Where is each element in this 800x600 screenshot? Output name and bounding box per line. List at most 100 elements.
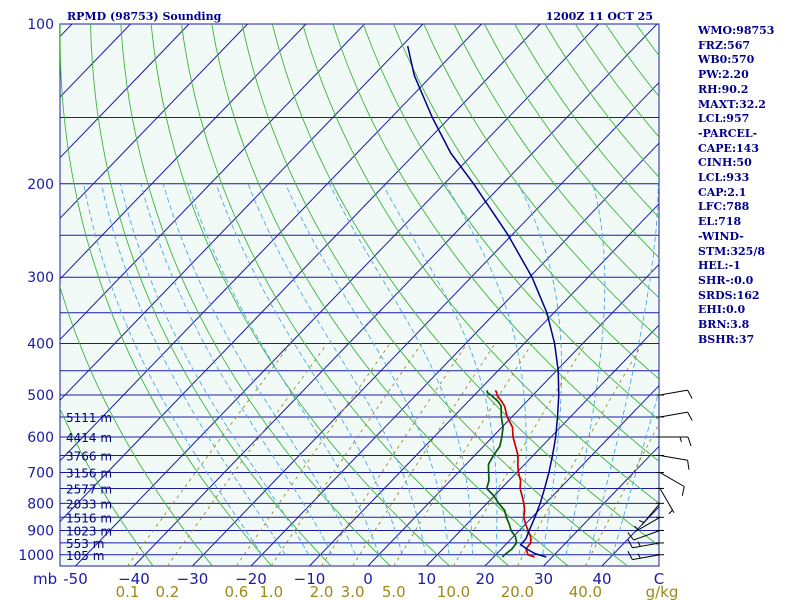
isotherm-line: [60, 24, 424, 401]
pressure-tick-label: 200: [27, 177, 54, 193]
moist-adiabat: [100, 183, 286, 556]
index-item: -PARCEL-: [698, 126, 758, 140]
height-label: 3766 m: [66, 450, 112, 464]
dry-adiabat: [150, 24, 451, 566]
isotherm-line: [426, 324, 659, 566]
index-item: CAPE:143: [698, 141, 759, 155]
dry-adiabat: [60, 285, 213, 566]
isotherm-line: [75, 24, 599, 566]
pressure-tick-label: 500: [27, 388, 54, 404]
moist-adiabat: [119, 183, 310, 556]
mixing-ratio-tick-label: 5.0: [382, 583, 406, 600]
isotherm-line: [60, 24, 248, 220]
height-label: 4414 m: [66, 431, 112, 445]
mixing-ratio-tick-label: 0.6: [224, 583, 248, 600]
index-item: LCL:933: [698, 171, 750, 185]
moist-adiabat: [589, 183, 659, 555]
mixing-ratio-line: [167, 343, 328, 566]
isotherm-line: [60, 24, 541, 523]
pressure-tick-label: 600: [27, 430, 54, 446]
index-item: CAP:2.1: [698, 185, 747, 199]
mixing-ratio-line: [352, 343, 496, 566]
index-item: LFC:788: [698, 200, 750, 214]
index-item: RH:90.2: [698, 82, 749, 96]
index-item: PW:2.20: [698, 68, 749, 82]
isotherm-line: [484, 384, 659, 566]
temperature-tick-label: 40: [592, 570, 611, 588]
dry-adiabat: [271, 24, 659, 547]
mixing-ratio-tick-label: 40.0: [569, 583, 602, 600]
wind-barb: [627, 551, 664, 561]
dry-adiabat: [362, 24, 659, 421]
wind-barb: [656, 487, 675, 515]
mixing-ratio-tick-label: 1.0: [259, 583, 283, 600]
isotherm-line: [543, 445, 659, 566]
mixing-ratio-unit-label: g/kg: [646, 583, 679, 600]
temperature-tick-label: −10: [294, 570, 326, 588]
isotherm-line: [60, 24, 190, 159]
mixing-ratio-line: [584, 423, 659, 566]
mixing-ratio-line: [270, 343, 422, 566]
chart-title: RPMD (98753) Sounding: [67, 10, 222, 23]
dry-adiabat: [453, 24, 659, 299]
index-item: MAXT:32.2: [698, 97, 766, 111]
moist-adiabat: [215, 183, 403, 555]
wind-barb: [656, 472, 685, 496]
dry-adiabat: [60, 24, 273, 566]
temperature-tick-label: 0: [363, 570, 373, 588]
mixing-ratio-line: [236, 343, 391, 566]
dry-adiabat: [393, 24, 659, 380]
moist-adiabat: [187, 183, 380, 555]
temperature-tick-label: 30: [534, 570, 553, 588]
mixing-ratio-line: [127, 343, 292, 566]
temperature-unit-label: C: [654, 570, 664, 588]
moist-adiabat: [247, 183, 427, 555]
wind-barb: [656, 411, 693, 421]
chart-time: 1200Z 11 OCT 25: [546, 10, 653, 23]
pressure-tick-label: 100: [27, 17, 54, 33]
index-item: WMO:98753: [698, 24, 775, 37]
dry-adiabat: [302, 24, 659, 504]
dry-adiabat: [180, 24, 510, 566]
moist-adiabat: [140, 183, 333, 556]
temperature-tick-label: 20: [475, 570, 494, 588]
series-lines: [406, 45, 560, 558]
dry-adiabat: [332, 24, 659, 462]
wind-barbs: [627, 389, 693, 561]
index-item: FRZ:567: [698, 38, 751, 52]
moist-adiabat: [83, 183, 263, 556]
dry-adiabat: [423, 24, 659, 339]
dry-adiabat: [60, 407, 154, 566]
index-item: SHR-:0.0: [698, 273, 754, 287]
height-label: 1023 m: [66, 525, 112, 539]
mixing-ratio-tick-label: 2.0: [310, 583, 334, 600]
mixing-ratio-line: [393, 343, 533, 566]
index-item: CINH:50: [698, 156, 752, 170]
pressure-tick-label: 1000: [18, 548, 54, 564]
index-item: HEL:-1: [698, 259, 741, 273]
wind-barb: [638, 502, 664, 526]
wind-barb: [627, 529, 664, 541]
pressure-unit-label: mb: [33, 570, 57, 588]
dry-adiabat: [241, 24, 628, 566]
moist-adiabat: [284, 183, 450, 555]
index-item: STM:325/8: [698, 244, 765, 258]
parcel-line: [406, 45, 560, 558]
moist-adiabat: [612, 389, 659, 555]
wind-barb: [656, 454, 690, 470]
moist-adiabat: [382, 183, 498, 555]
index-item: SRDS:162: [698, 288, 760, 302]
mixing-ratio-line: [321, 343, 468, 566]
height-label: 2033 m: [66, 497, 112, 511]
mixing-ratio-tick-label: 20.0: [501, 583, 534, 600]
index-item: EHI:0.0: [698, 303, 746, 317]
index-item: EL:718: [698, 215, 742, 229]
grid: [60, 24, 659, 566]
wind-barb: [656, 436, 692, 447]
isotherm-line: [133, 24, 658, 566]
temperature-tick-label: −30: [177, 570, 209, 588]
dry-adiabat: [120, 24, 391, 566]
moist-adiabat: [162, 183, 356, 555]
height-label: 3156 m: [66, 467, 112, 481]
